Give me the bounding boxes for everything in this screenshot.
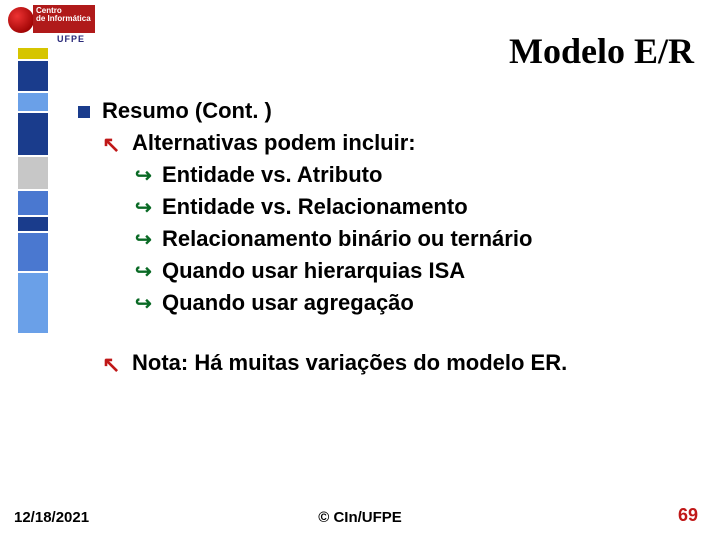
item-text: Quando usar agregação — [162, 290, 414, 315]
list-item: ↪ Entidade vs. Atributo — [102, 162, 698, 188]
main-bullet: Resumo (Cont. ) ↖ Alternativas podem inc… — [78, 98, 698, 376]
logo-globe-icon — [8, 7, 34, 33]
slide-content: Resumo (Cont. ) ↖ Alternativas podem inc… — [78, 98, 698, 378]
sub1-text: Alternativas podem incluir: — [132, 130, 416, 155]
arrow-red-icon: ↖ — [102, 132, 120, 158]
sidebar-block — [18, 273, 48, 333]
sidebar-block — [18, 48, 48, 59]
sidebar-block — [18, 335, 48, 347]
logo-line2: de Informática — [36, 15, 92, 23]
arrow-red-icon: ↖ — [102, 352, 120, 378]
note-text: Nota: Há muitas variações do modelo ER. — [132, 350, 567, 375]
sidebar-block — [18, 191, 48, 215]
item-text: Entidade vs. Atributo — [162, 162, 382, 187]
decorative-sidebar — [18, 48, 48, 398]
logo-text-box: Centro de Informática — [33, 5, 95, 33]
sidebar-block — [18, 217, 48, 231]
sidebar-block — [18, 113, 48, 155]
arrow-green-icon: ↪ — [135, 227, 152, 252]
item-text: Entidade vs. Relacionamento — [162, 194, 468, 219]
arrow-green-icon: ↪ — [135, 259, 152, 284]
sidebar-block — [18, 233, 48, 271]
sidebar-block — [18, 61, 48, 91]
slide-title: Modelo E/R — [509, 30, 694, 72]
footer-copyright: © CIn/UFPE — [0, 509, 720, 526]
list-item: ↪ Quando usar hierarquias ISA — [102, 258, 698, 284]
square-bullet-icon — [78, 106, 90, 118]
arrow-green-icon: ↪ — [135, 291, 152, 316]
logo-ufpe: UFPE — [57, 34, 85, 44]
footer-page-number: 69 — [678, 505, 698, 526]
list-item: ↪ Entidade vs. Relacionamento — [102, 194, 698, 220]
list-item: ↪ Quando usar agregação — [102, 290, 698, 316]
main-heading: Resumo (Cont. ) — [102, 98, 272, 123]
item-text: Relacionamento binário ou ternário — [162, 226, 532, 251]
item-text: Quando usar hierarquias ISA — [162, 258, 465, 283]
arrow-green-icon: ↪ — [135, 195, 152, 220]
logo: Centro de Informática UFPE — [5, 3, 100, 43]
sidebar-block — [18, 157, 48, 189]
list-item: ↪ Relacionamento binário ou ternário — [102, 226, 698, 252]
sub-bullet-alternatives: ↖ Alternativas podem incluir: — [102, 130, 698, 156]
sub-bullet-note: ↖ Nota: Há muitas variações do modelo ER… — [102, 350, 698, 376]
arrow-green-icon: ↪ — [135, 163, 152, 188]
sidebar-block — [18, 93, 48, 111]
